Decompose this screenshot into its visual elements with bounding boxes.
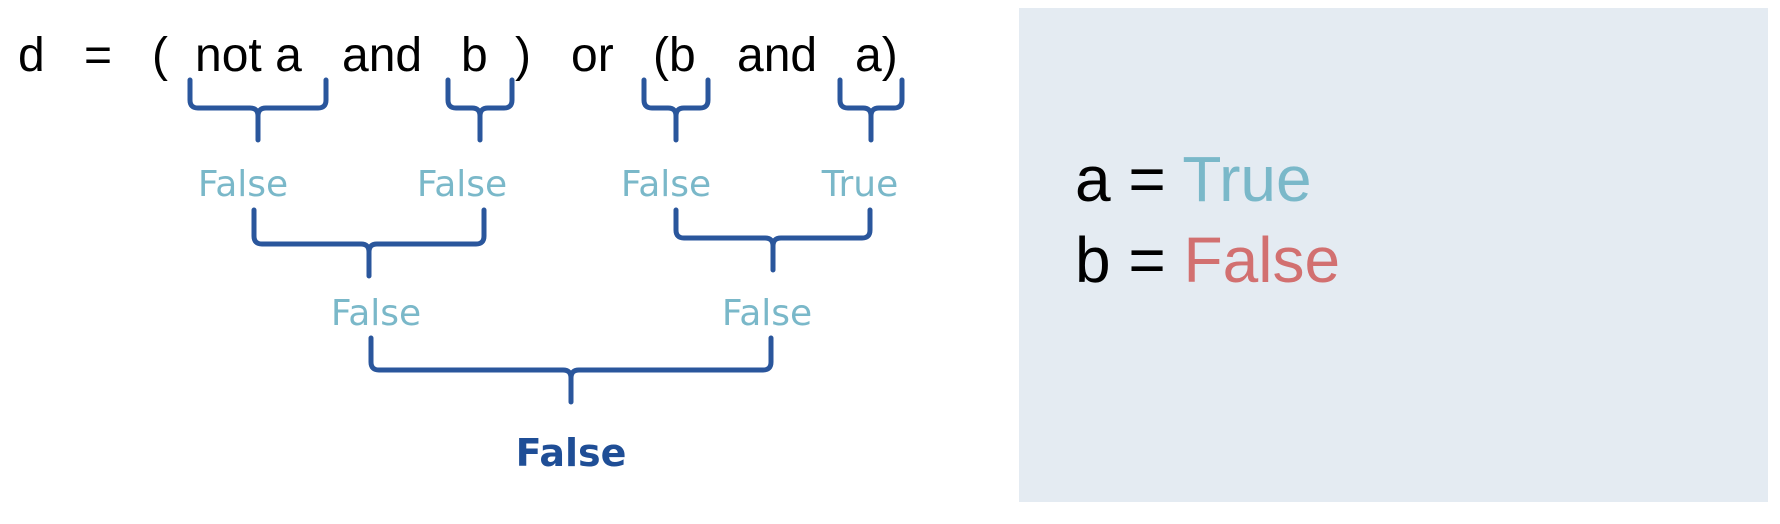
brace-left-and [251, 207, 487, 279]
value-left-and: False [330, 293, 422, 334]
expr-equals: = [84, 29, 113, 82]
assignment-a-eq: = [1128, 143, 1166, 215]
expr-open-paren: ( [152, 29, 168, 82]
assignment-a-value: True [1182, 143, 1312, 215]
assignment-b-eq: = [1128, 224, 1166, 296]
brace-right-and [673, 207, 873, 273]
value-b2: False [620, 164, 712, 205]
brace-or [368, 335, 774, 405]
assignment-a: a = True [1075, 141, 1312, 217]
expr-open-b: (b [653, 29, 696, 82]
value-not-a: False [197, 164, 289, 205]
brace-b2 [641, 77, 711, 143]
brace-tree [187, 77, 905, 405]
expr-and-2: and [737, 29, 818, 82]
value-a: True [821, 164, 899, 205]
final-result: False [515, 431, 627, 475]
brace-a [837, 77, 905, 143]
value-right-and: False [721, 293, 813, 334]
brace-not-a [187, 77, 329, 143]
expr-not-a: not a [195, 29, 302, 82]
expr-close-paren: ) [515, 29, 531, 82]
assignment-b-var: b [1075, 224, 1111, 296]
assignment-b: b = False [1075, 222, 1340, 298]
expr-and-1: and [342, 29, 423, 82]
expr-a-close: a) [855, 29, 898, 82]
expr-or: or [571, 29, 614, 82]
expr-b: b [461, 29, 488, 82]
variables-panel: a = True b = False [1019, 8, 1768, 502]
expr-d: d [18, 29, 45, 82]
assignment-a-var: a [1075, 143, 1111, 215]
assignment-b-value: False [1183, 224, 1341, 296]
value-b: False [416, 164, 508, 205]
brace-b [445, 77, 515, 143]
